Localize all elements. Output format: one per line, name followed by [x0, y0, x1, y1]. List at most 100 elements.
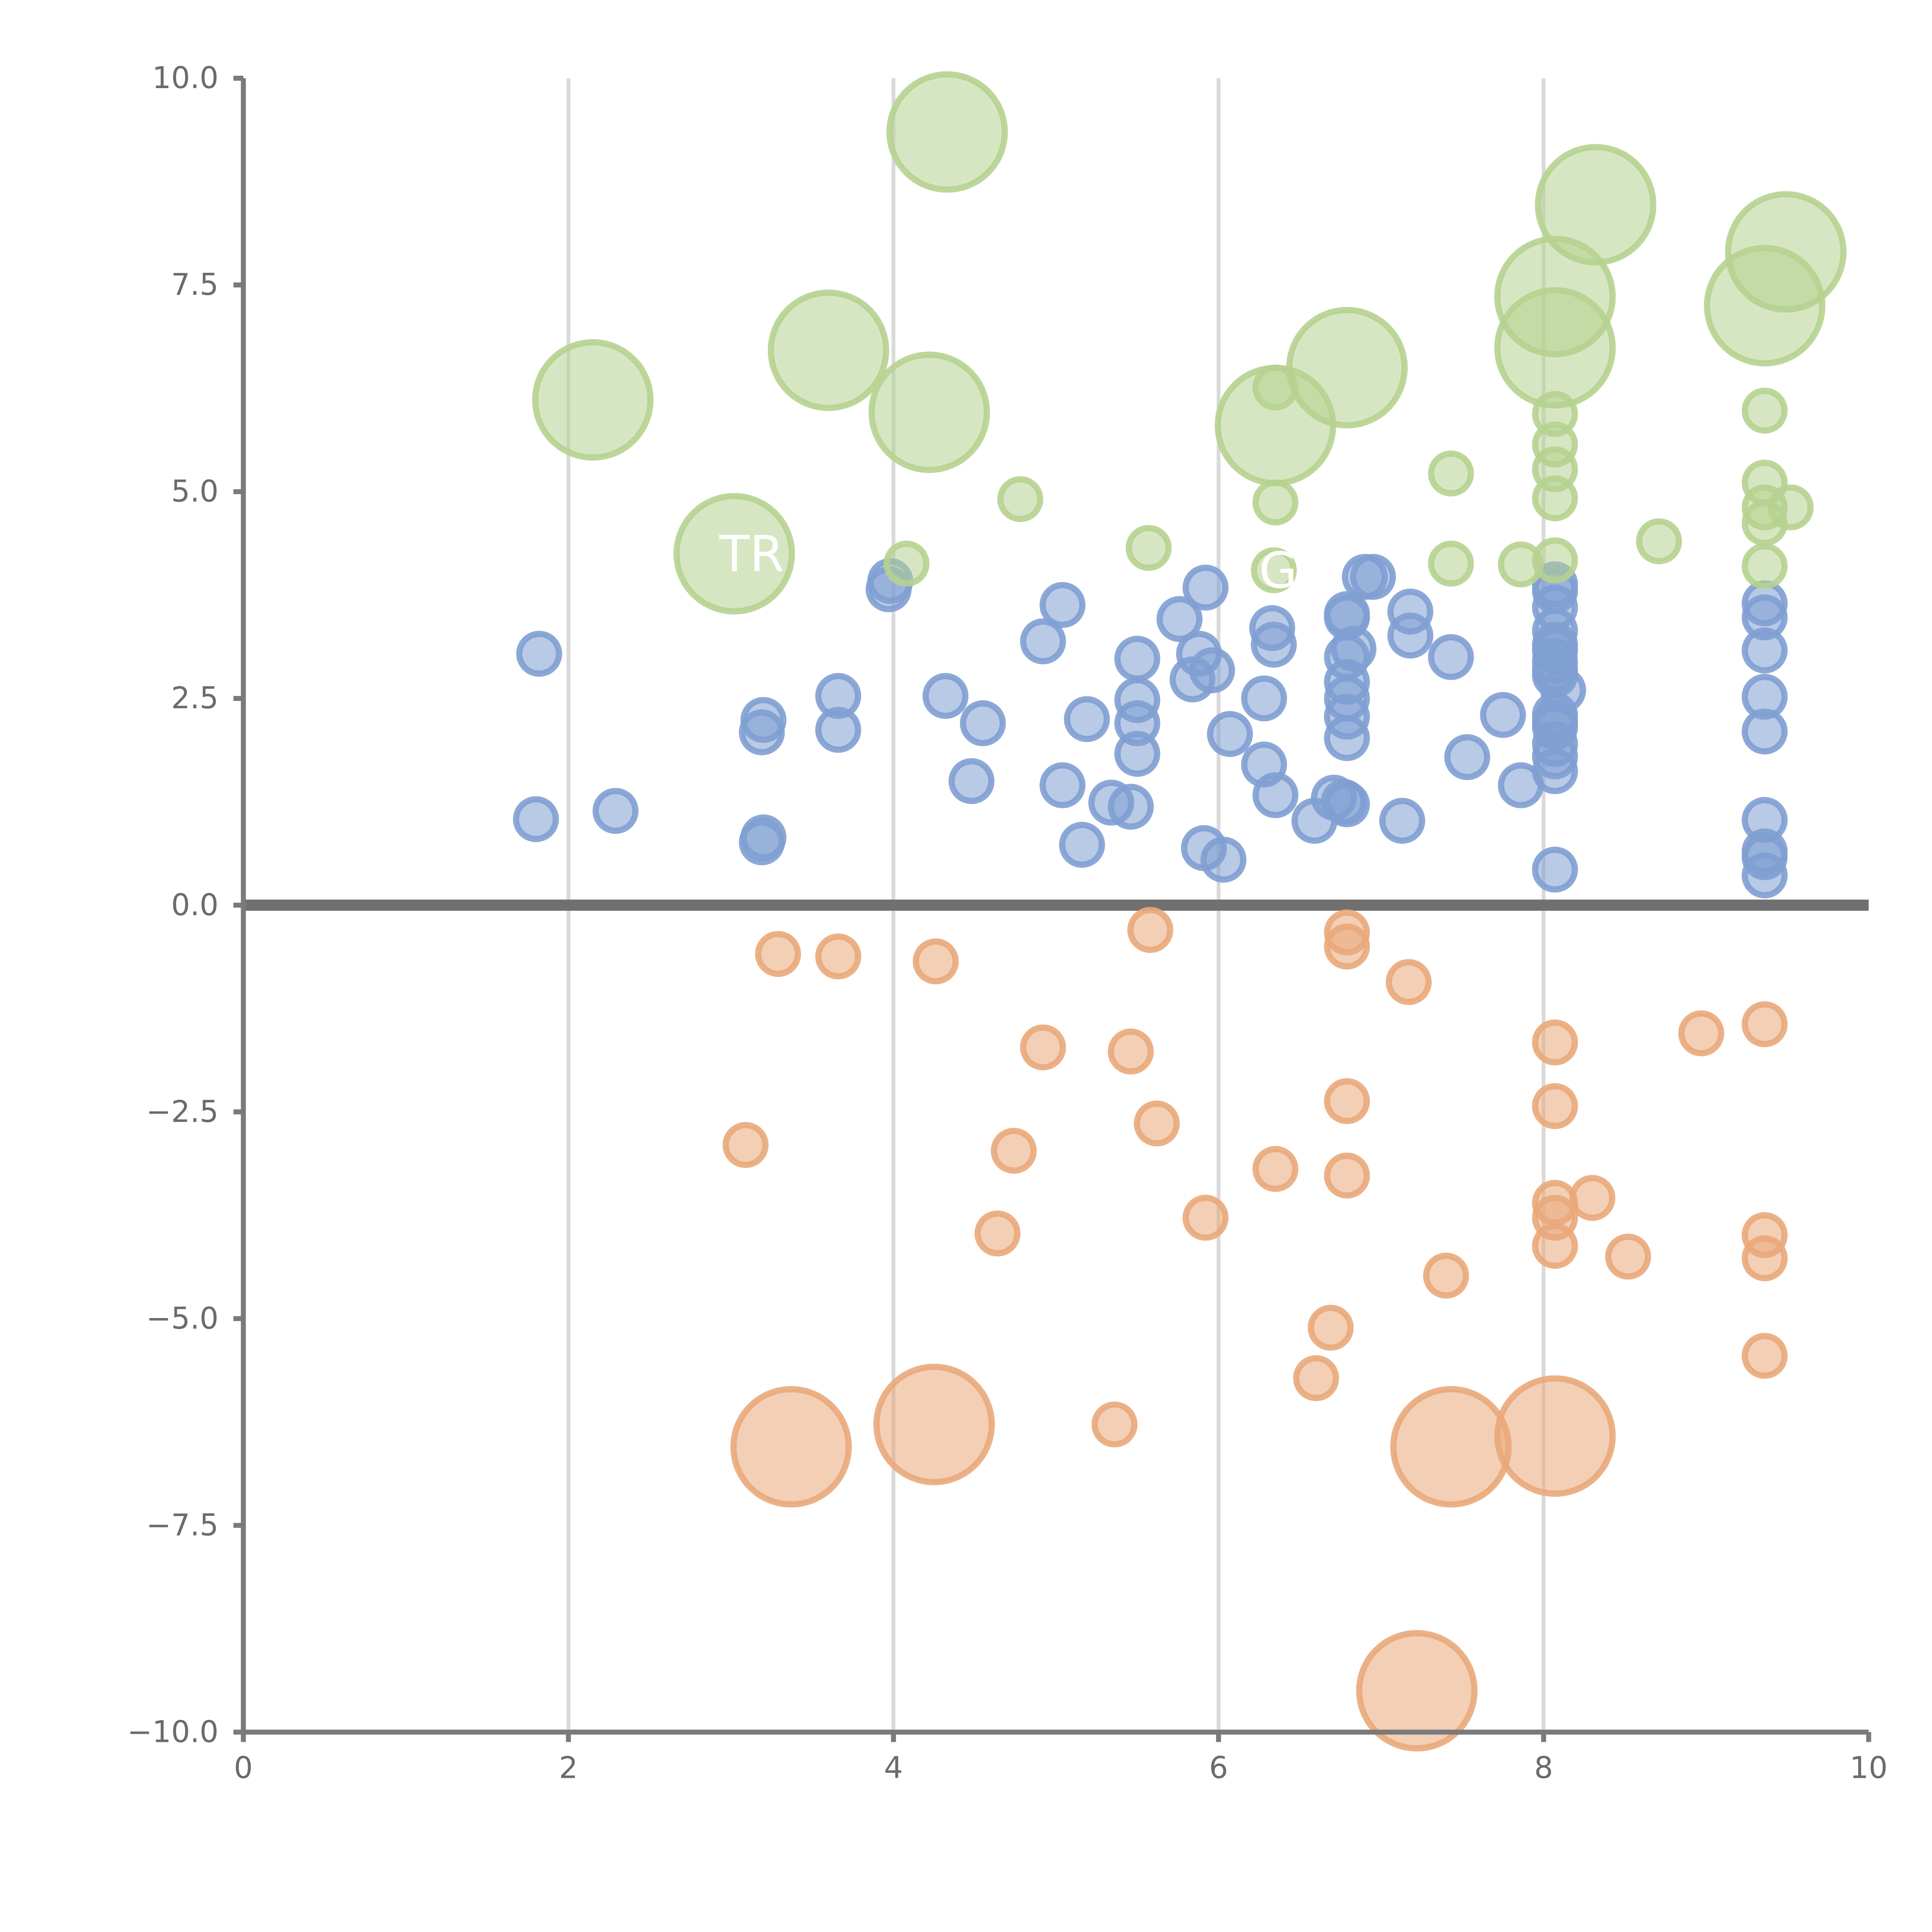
- bubble-blue-4: [739, 709, 785, 755]
- bubble-blue-78: [1742, 627, 1788, 673]
- bubble-green-8: [532, 339, 654, 461]
- bubble-green-9: [868, 351, 990, 473]
- bubble-orange-0: [755, 931, 801, 977]
- bubble-green-28: [1428, 541, 1474, 587]
- bubble-blue-20: [1108, 784, 1154, 830]
- bubble-orange-29: [1308, 1304, 1354, 1351]
- x-tick-label: 6: [1209, 1751, 1228, 1786]
- bubble-blue-32: [1200, 837, 1247, 883]
- bubble-green-19: [997, 476, 1043, 522]
- bubble-blue-14: [1020, 618, 1066, 665]
- bubble-blue-51: [1350, 554, 1396, 600]
- bubble-blue-30: [1207, 711, 1253, 757]
- series-blue: [513, 554, 1788, 898]
- bubble-green-0: [886, 71, 1008, 193]
- bubble-blue-24: [1114, 731, 1160, 777]
- bubble-layer: [513, 71, 1847, 1752]
- bubble-orange-28: [1423, 1252, 1469, 1299]
- bubble-orange-36: [1494, 1375, 1616, 1497]
- bubble-green-24: [1767, 484, 1814, 531]
- y-tick-label: 5.0: [171, 474, 219, 509]
- annotation-label-0: TR: [719, 526, 784, 583]
- bubble-green-12: [1252, 364, 1299, 411]
- y-axis-ticks: 10.0 7.5 5.0 2.5 0.0 −2.5 −5.0 −7.5 −10.0: [127, 61, 243, 1749]
- bubble-blue-21: [1114, 636, 1160, 682]
- bubble-orange-2: [913, 938, 959, 985]
- bubble-orange-23: [975, 1210, 1020, 1257]
- bubble-blue-57: [1480, 692, 1526, 738]
- bubble-green-20: [1252, 479, 1299, 526]
- y-tick-label: −2.5: [146, 1094, 218, 1129]
- bubble-blue-13: [948, 758, 995, 804]
- y-tick-label: 10.0: [152, 61, 219, 95]
- bubble-blue-33: [1241, 675, 1287, 721]
- bubble-green-17: [1428, 450, 1474, 497]
- x-tick-label: 8: [1534, 1751, 1553, 1786]
- x-axis-ticks: 0 2 4 6 8 10: [234, 1732, 1888, 1786]
- bubble-orange-32: [1091, 1401, 1138, 1447]
- bubble-blue-1: [513, 796, 559, 842]
- bubble-green-11: [673, 493, 795, 615]
- bubble-blue-37: [1252, 772, 1299, 818]
- bubble-blue-27: [1182, 565, 1229, 611]
- bubble-blue-75: [1532, 847, 1578, 893]
- bubble-blue-2: [592, 788, 639, 834]
- bubble-blue-48: [1324, 715, 1370, 761]
- bubble-blue-15: [1039, 582, 1086, 628]
- bubble-green-14: [1742, 388, 1788, 434]
- bubble-blue-6: [739, 819, 785, 866]
- bubble-green-4: [1704, 245, 1826, 367]
- bubble-blue-74: [1532, 748, 1578, 794]
- bubble-green-26: [1126, 525, 1172, 571]
- bubble-orange-31: [1293, 1355, 1339, 1401]
- bubble-blue-29: [1189, 647, 1235, 694]
- bubble-orange-12: [723, 1122, 769, 1168]
- bubble-blue-8: [815, 707, 861, 753]
- y-tick-label: 0.0: [171, 888, 219, 922]
- bubble-green-5: [1494, 287, 1616, 409]
- bubble-blue-49: [1324, 781, 1370, 827]
- bubble-green-6: [767, 289, 889, 411]
- bubble-orange-16: [1532, 1083, 1578, 1129]
- bubble-orange-3: [1127, 907, 1173, 953]
- bubble-orange-10: [1678, 1010, 1725, 1056]
- series-green: [532, 71, 1847, 615]
- y-tick-label: −5.0: [146, 1301, 218, 1336]
- bubble-orange-35: [1390, 1386, 1512, 1508]
- bubble-blue-56: [1444, 734, 1490, 780]
- y-tick-label: 2.5: [171, 681, 219, 716]
- series-orange: [723, 907, 1788, 1752]
- annotation-label-1: GN: [1259, 542, 1335, 600]
- bubble-orange-6: [1386, 959, 1432, 1005]
- x-tick-label: 10: [1850, 1751, 1888, 1786]
- bubble-blue-16: [1039, 762, 1086, 808]
- bubble-green-21: [1532, 475, 1578, 522]
- bubble-orange-27: [1742, 1235, 1788, 1281]
- bubble-green-30: [1532, 537, 1578, 583]
- bubble-blue-55: [1428, 634, 1474, 680]
- bubble-blue-80: [1742, 708, 1788, 755]
- bubble-orange-17: [1252, 1146, 1299, 1192]
- bubble-blue-0: [516, 631, 562, 677]
- bubble-orange-15: [1324, 1078, 1370, 1124]
- x-tick-label: 4: [884, 1751, 903, 1786]
- bubble-blue-17: [1064, 696, 1110, 742]
- bubble-orange-26: [1605, 1233, 1651, 1280]
- bubble-orange-11: [1742, 1001, 1788, 1048]
- bubble-orange-8: [1108, 1028, 1154, 1075]
- bubble-blue-12: [960, 700, 1006, 747]
- bubble-orange-34: [873, 1364, 995, 1485]
- annotation-layer: TR GN: [719, 526, 1335, 600]
- bubble-orange-30: [1742, 1333, 1788, 1379]
- bubble-green-32: [1251, 547, 1297, 594]
- bubble-orange-18: [1324, 1152, 1370, 1199]
- bubble-blue-84: [1742, 852, 1788, 898]
- bubble-blue-25: [1156, 596, 1203, 642]
- bubble-orange-20: [1569, 1175, 1616, 1221]
- bubble-blue-52: [1379, 798, 1425, 844]
- bubble-blue-11: [922, 673, 969, 719]
- bubble-orange-33: [730, 1386, 852, 1508]
- bubble-blue-18: [1059, 821, 1105, 868]
- bubble-green-27: [883, 541, 930, 587]
